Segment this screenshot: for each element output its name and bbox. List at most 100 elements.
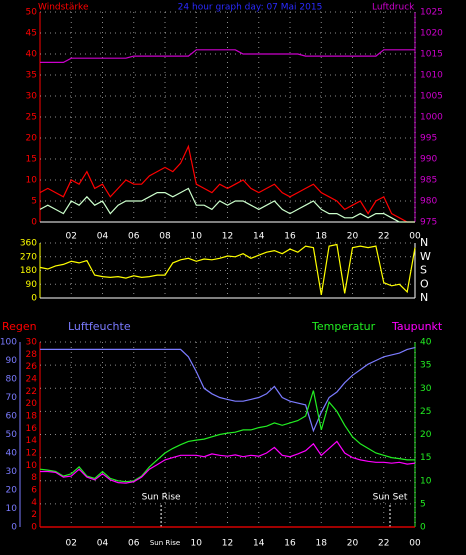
x-tick-label: 20 [347,539,359,549]
y3-tick-label: 10 [6,504,18,514]
y2-tick-label: N [420,236,428,249]
y-tick-label: 30 [26,338,38,348]
y-tick-label: 16 [26,424,38,434]
y-tick-label: 14 [26,436,38,446]
y2-tick-label: 40 [420,338,432,348]
x-tick-label: 02 [66,232,77,242]
y3-tick-label: 70 [6,393,18,403]
series-line [39,144,415,223]
y-tick-label: 15 [26,155,37,165]
x-tick-label: 14 [253,232,265,242]
y2-tick-label: 35 [420,361,431,371]
x-tick-label: 16 [284,232,296,242]
y2-tick-label: 1025 [420,8,443,18]
y-tick-label: 2 [31,510,37,520]
y2-tick-label: O [420,277,429,290]
y-tick-label: 24 [26,375,38,385]
y-tick-label: 25 [26,113,37,123]
y2-tick-label: 1000 [420,113,443,123]
y-tick-label: 90 [26,280,38,290]
x-tick-label: 12 [222,539,233,549]
y2-tick-label: N [420,291,428,304]
y-tick-label: 20 [26,134,38,144]
y3-tick-label: 80 [6,375,18,385]
y-tick-label: 28 [26,350,38,360]
y-tick-label: 0 [31,218,37,228]
y-tick-label: 30 [26,92,38,102]
legend-label: Luftfeuchte [68,320,131,333]
legend-label: Taupunkt [391,320,443,333]
y-tick-label: 4 [31,498,37,508]
y3-tick-label: 90 [6,356,18,366]
x-tick-label: 22 [378,539,389,549]
y-tick-label: 22 [26,387,37,397]
x-tick-label: 12 [222,232,233,242]
x-tick-label: 06 [128,539,140,549]
x-tick-label: 10 [191,539,203,549]
y2-tick-label: 980 [420,197,437,207]
y2-tick-label: 1015 [420,50,443,60]
y2-tick-label: 15 [420,453,431,463]
x-tick-label: 14 [253,539,265,549]
y3-tick-label: 100 [0,338,17,348]
y-tick-label: 360 [20,239,37,249]
y-tick-label: 0 [31,523,37,533]
series-line [40,347,416,433]
y2-tick-label: 0 [420,523,426,533]
y2-tick-label: 25 [420,407,431,417]
y2-tick-label: 5 [420,499,426,509]
series-line [39,390,415,483]
y-tick-label: 35 [26,71,37,81]
y2-tick-label: 1010 [420,71,443,81]
y3-tick-label: 50 [6,430,18,440]
y-tick-label: 0 [31,294,37,304]
legend-label: Regen [2,320,37,333]
y-tick-label: 270 [20,252,37,262]
y2-tick-label: 20 [420,430,432,440]
x-tick-label: Sun Rise [150,539,180,547]
y2-axis-label: Luftdruck [372,3,415,13]
x-tick-label: 02 [66,539,77,549]
y3-tick-label: 0 [11,523,17,533]
x-tick-label: 16 [284,539,296,549]
x-tick-label: 18 [316,232,328,242]
x-tick-label: 06 [128,232,140,242]
y-tick-label: 40 [26,50,38,60]
x-tick-label: 00 [409,232,421,242]
legend-label: Temperatur [311,320,376,333]
annotation: Sun Rise [142,493,181,503]
series-line [40,440,416,484]
x-tick-label: 08 [159,232,171,242]
y2-tick-label: 30 [420,384,432,394]
y-axis-label: Windstärke [38,3,89,13]
y3-tick-label: 60 [6,412,18,422]
y2-tick-label: 1005 [420,92,443,102]
series-line [40,49,415,63]
x-tick-label: 04 [97,232,109,242]
y-tick-label: 10 [26,176,38,186]
y3-tick-label: 20 [6,486,18,496]
y-tick-label: 6 [31,486,37,496]
chart-title: 24 hour graph day: 07 Mai 2015 [178,3,323,13]
y-tick-label: 180 [20,266,37,276]
y2-tick-label: W [420,250,431,263]
y-tick-label: 10 [26,461,38,471]
x-tick-label: 18 [316,539,328,549]
y2-tick-label: 985 [420,176,437,186]
y2-tick-label: S [420,264,427,277]
y-tick-label: 12 [26,449,37,459]
y2-tick-label: 1020 [420,29,443,39]
y2-tick-label: 10 [420,476,432,486]
annotation: Sun Set [373,493,408,503]
y-tick-label: 18 [26,412,38,422]
y3-tick-label: 30 [6,467,18,477]
y-tick-label: 5 [31,197,37,207]
y3-tick-label: 40 [6,449,18,459]
series-line [39,243,416,295]
y-tick-label: 26 [26,362,38,372]
y2-tick-label: 990 [420,155,437,165]
y-tick-label: 50 [26,8,38,18]
y2-tick-label: 975 [420,218,437,228]
x-tick-label: 00 [409,539,421,549]
